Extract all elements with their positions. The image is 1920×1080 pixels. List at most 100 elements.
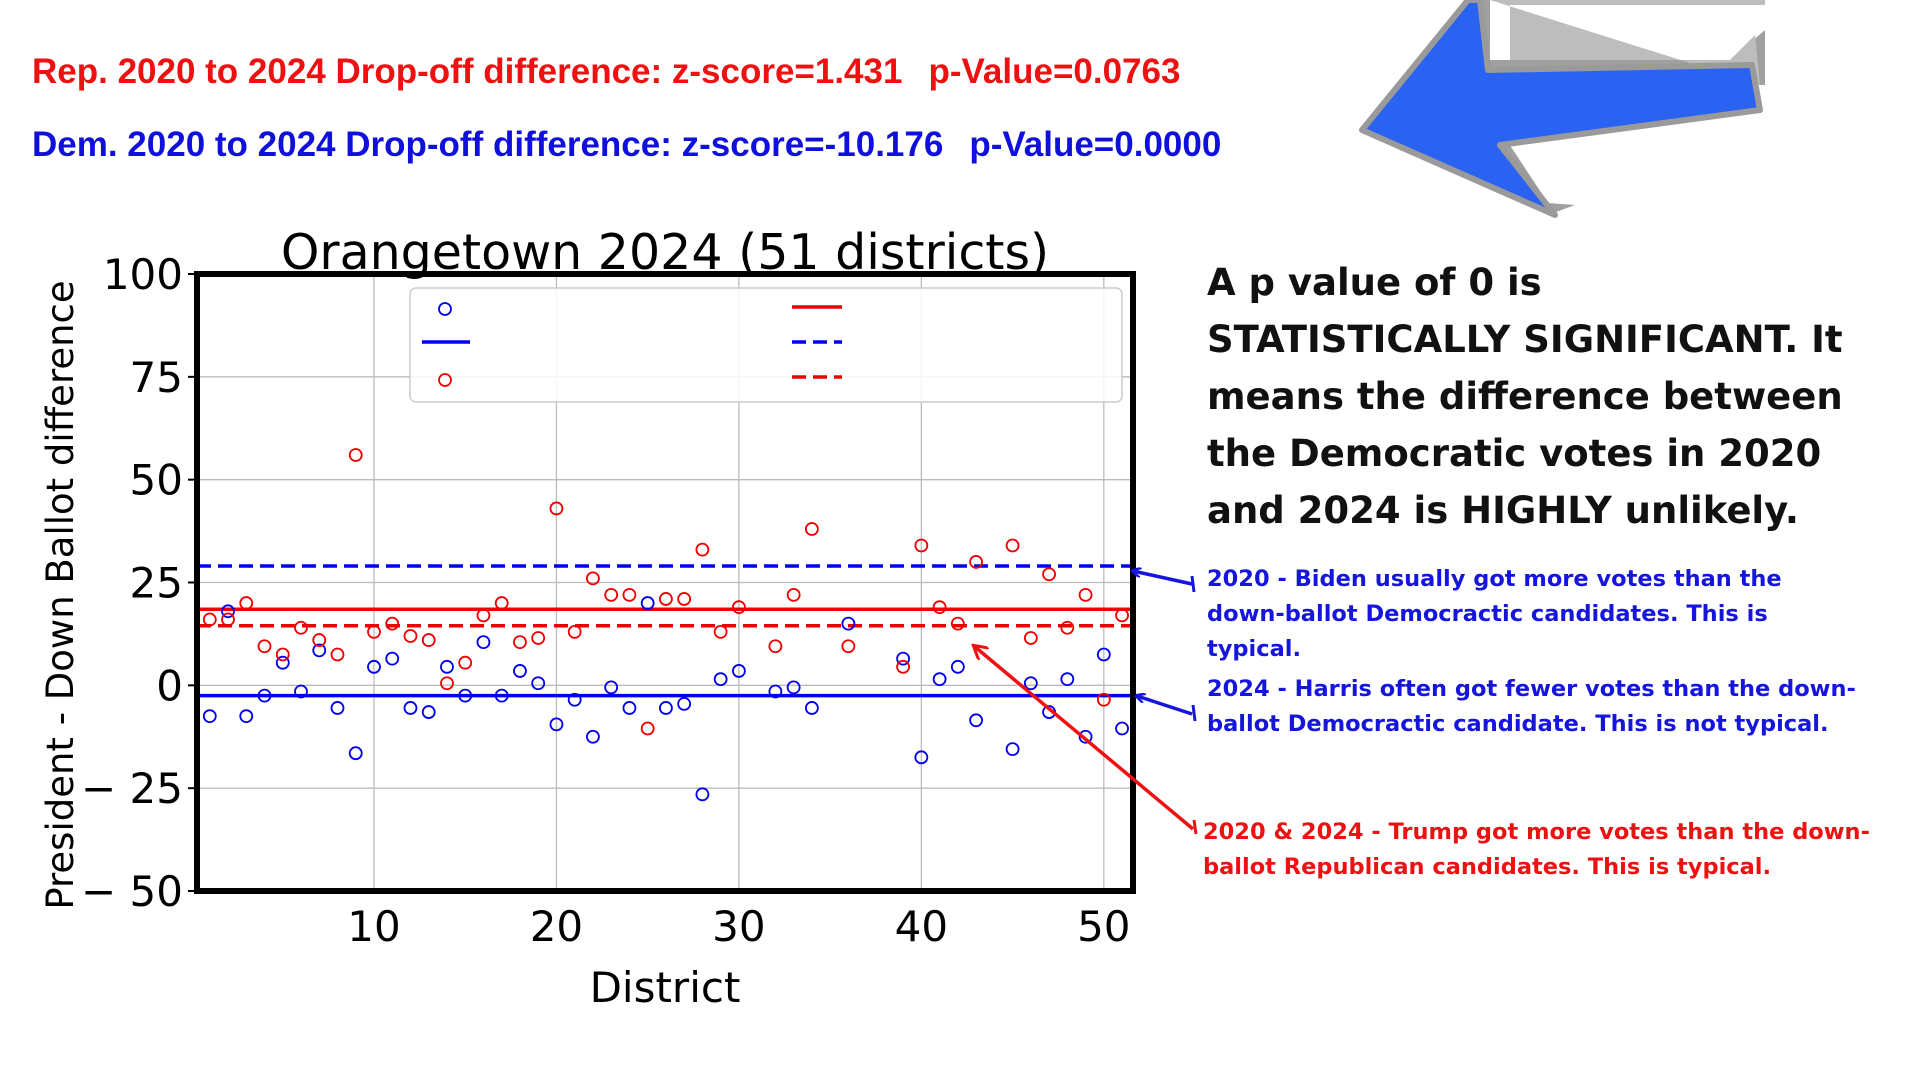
y-axis-label: President - Down Ballot difference: [39, 280, 82, 909]
data-point: [257, 688, 272, 703]
data-point: [1060, 672, 1075, 687]
rep-pvalue-label: p-Value=0.0763: [928, 52, 1181, 91]
y-tick-label: − 50: [81, 867, 183, 916]
data-point: [713, 672, 728, 687]
rep-zscore-headline: Rep. 2020 to 2024 Drop-off difference: z…: [32, 52, 1180, 92]
data-point: [695, 787, 710, 802]
data-point: [367, 624, 381, 639]
data-point: [804, 701, 819, 715]
data-point: [348, 448, 363, 462]
data-point: [385, 651, 400, 666]
data-point: [677, 592, 692, 606]
data-point: [604, 587, 619, 602]
data-point: [659, 592, 673, 606]
data-point: [458, 688, 473, 703]
harris-2024-note: 2024 - Harris often got fewer votes than…: [1207, 676, 1856, 737]
chart-title: Orangetown 2024 (51 districts): [281, 224, 1049, 281]
data-point: [914, 538, 929, 553]
data-point: [1005, 538, 1020, 553]
data-point: [932, 600, 947, 615]
data-point: [202, 612, 217, 627]
data-point: [914, 750, 929, 765]
data-point: [494, 596, 509, 610]
x-tick-label: 10: [347, 902, 400, 951]
data-point: [202, 709, 217, 724]
rep-zscore-label: Rep. 2020 to 2024 Drop-off difference: z…: [32, 52, 903, 91]
data-point: [476, 608, 491, 623]
data-point: [896, 651, 911, 666]
data-point: [640, 721, 655, 736]
data-point: [695, 542, 710, 557]
data-point: [330, 701, 345, 715]
data-point: [969, 555, 983, 569]
data-point: [348, 746, 363, 761]
data-point: [604, 680, 619, 695]
data-point: [622, 701, 637, 715]
data-point: [896, 659, 911, 674]
data-point: [221, 612, 235, 627]
y-tick-label: 50: [130, 456, 183, 505]
dem-zscore-headline: Dem. 2020 to 2024 Drop-off difference: z…: [32, 125, 1221, 165]
data-point: [567, 624, 582, 639]
data-point: [330, 647, 345, 662]
dem-zscore-label: Dem. 2020 to 2024 Drop-off difference: z…: [32, 125, 944, 164]
data-point: [622, 587, 637, 602]
chart: 10 20 30 40 50 − 50 − 25 0 25 50 75 100 Orangetown …: [39, 224, 1136, 1012]
data-point: [275, 647, 290, 662]
data-point: [1115, 721, 1129, 736]
data-point: [221, 604, 235, 619]
data-point: [367, 659, 381, 674]
x-tick-label: 30: [712, 902, 765, 951]
data-point: [768, 684, 783, 699]
data-point: [713, 624, 728, 639]
data-point: [513, 664, 527, 678]
data-point: [440, 676, 454, 691]
legend-marker-rep-points: [438, 373, 452, 387]
legend-marker-dem-points: [438, 302, 452, 316]
data-point: [257, 639, 272, 654]
data-point: [494, 688, 509, 703]
data-point: [312, 633, 327, 647]
data-point: [677, 696, 692, 711]
data-point: [458, 655, 473, 670]
data-point: [804, 522, 819, 536]
data-point: [513, 635, 527, 650]
data-point: [1042, 705, 1056, 719]
data-point: [440, 659, 454, 674]
data-point: [786, 680, 801, 695]
data-point: [403, 629, 418, 643]
data-point: [567, 692, 582, 707]
y-tick-label: 25: [130, 559, 183, 608]
data-point: [659, 701, 673, 715]
data-point: [239, 596, 254, 610]
dem-pvalue-label: p-Value=0.0000: [969, 125, 1222, 164]
x-tick-label: 40: [895, 902, 948, 951]
data-point: [549, 717, 564, 732]
data-point: [950, 659, 965, 674]
x-tick-label: 20: [530, 902, 583, 951]
data-point: [549, 501, 564, 516]
data-point: [1042, 567, 1056, 582]
data-point: [1023, 676, 1038, 691]
data-point: [1023, 631, 1038, 645]
chart-reference-lines: [197, 564, 1133, 698]
data-point: [1060, 620, 1075, 635]
data-point: [385, 616, 400, 631]
data-point: [950, 616, 965, 631]
data-point: [841, 616, 856, 631]
x-axis-label: District: [590, 963, 741, 1012]
big-blue-arrow-icon: [1359, 0, 1765, 218]
data-point: [932, 672, 947, 687]
legend-box: [409, 287, 1123, 403]
biden-2020-note: 2020 - Biden usually got more votes than…: [1207, 566, 1782, 662]
data-point: [476, 635, 491, 650]
y-tick-label: − 25: [81, 764, 183, 813]
data-point: [841, 639, 856, 654]
data-point: [239, 709, 254, 724]
data-point: [275, 655, 290, 670]
data-point: [294, 620, 308, 635]
data-point: [768, 639, 783, 654]
legend: [409, 287, 1123, 403]
y-tick-label: 75: [130, 353, 183, 402]
trump-note: 2020 & 2024 - Trump got more votes than …: [1203, 819, 1870, 880]
